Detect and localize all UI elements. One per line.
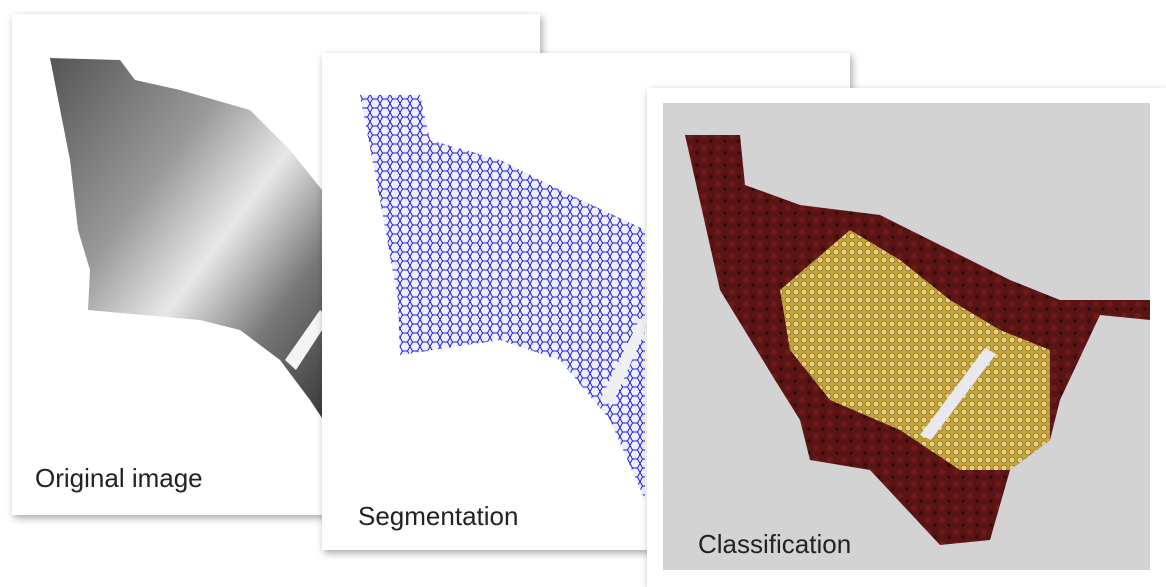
panel-label: Original image [35,463,203,493]
panel-classification: Classification [647,88,1166,587]
panel-label: Classification [698,529,851,559]
panel-label: Segmentation [358,501,518,531]
